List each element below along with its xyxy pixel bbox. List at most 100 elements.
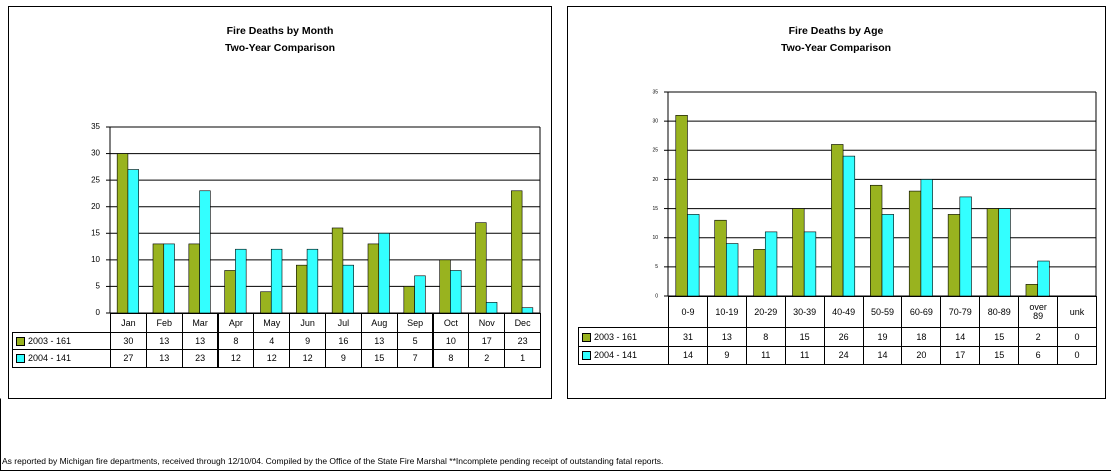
y-tick-label: 15 xyxy=(91,228,100,237)
category-label: Jan xyxy=(110,313,147,333)
legend-item: 2003 - 161 xyxy=(12,332,111,350)
bar xyxy=(163,243,175,314)
y-tick-label: 0 xyxy=(655,293,658,299)
table-value: 14 xyxy=(862,346,903,365)
category-label: 10-19 xyxy=(706,296,747,328)
table-value: 4 xyxy=(253,332,291,350)
legend-label: 2004 - 141 xyxy=(28,353,72,363)
bar xyxy=(959,196,972,297)
table-value: 0 xyxy=(1057,346,1097,365)
bar xyxy=(521,307,534,314)
table-value: 27 xyxy=(110,349,147,368)
category-label: Apr xyxy=(217,313,255,333)
category-label: 70-79 xyxy=(940,296,981,328)
table-value: 26 xyxy=(823,327,864,347)
table-value: 8 xyxy=(432,349,470,368)
bar xyxy=(687,214,700,297)
bar xyxy=(947,214,961,297)
bar xyxy=(714,219,727,297)
table-value: 9 xyxy=(706,346,747,365)
table-value: 6 xyxy=(1018,346,1059,365)
bar xyxy=(511,190,523,314)
bar xyxy=(842,155,856,297)
bar xyxy=(260,291,272,314)
bar xyxy=(831,144,844,297)
y-tick-label: 0 xyxy=(96,308,101,317)
category-label: 60-69 xyxy=(901,296,942,328)
category-label: Aug xyxy=(360,313,398,333)
bar xyxy=(803,231,817,297)
bar xyxy=(439,259,451,314)
table-value: 13 xyxy=(360,332,398,350)
bar xyxy=(753,249,766,297)
y-tick-label: 20 xyxy=(91,202,100,211)
y-tick-label: 35 xyxy=(91,122,100,131)
table-value: 15 xyxy=(360,349,398,368)
legend-label: 2003 - 161 xyxy=(594,331,638,342)
chart-subtitle: Two-Year Comparison xyxy=(225,42,335,54)
chart-title: Fire Deaths by Age xyxy=(789,25,884,37)
table-value: 13 xyxy=(706,327,747,347)
bar xyxy=(270,248,283,314)
bar xyxy=(127,169,139,314)
table-value: 15 xyxy=(979,346,1020,365)
category-label: 0-9 xyxy=(668,296,708,328)
table-value: 11 xyxy=(784,346,825,365)
bar xyxy=(306,248,319,314)
bar xyxy=(1037,260,1050,297)
category-label: Sep xyxy=(396,313,434,333)
y-tick-label: 30 xyxy=(91,149,100,158)
bar xyxy=(986,208,1000,297)
bar xyxy=(764,231,778,297)
table-value: 9 xyxy=(289,332,326,350)
legend-label: 2004 - 141 xyxy=(594,350,638,360)
footer: As reported by Michigan fire departments… xyxy=(2,456,664,466)
table-value: 17 xyxy=(468,332,506,350)
legend-swatch xyxy=(16,336,25,346)
panel-frame xyxy=(8,6,552,399)
category-label: unk xyxy=(1057,296,1097,328)
bar xyxy=(342,264,354,314)
table-value: 23 xyxy=(181,349,219,368)
table-value: 15 xyxy=(979,327,1020,347)
y-tick-label: 20 xyxy=(652,177,658,183)
table-value: 17 xyxy=(940,346,981,365)
legend-item: 2004 - 141 xyxy=(578,346,669,365)
bar xyxy=(367,243,380,314)
y-tick-label: 25 xyxy=(91,175,100,184)
table-value: 12 xyxy=(289,349,326,368)
table-value: 8 xyxy=(217,332,255,350)
table-value: 7 xyxy=(396,349,434,368)
table-value: 2 xyxy=(1018,327,1059,347)
bar xyxy=(199,190,211,314)
table-value: 20 xyxy=(901,346,942,365)
y-tick-label: 25 xyxy=(652,148,658,154)
y-tick-label: 15 xyxy=(652,206,658,212)
panel-frame xyxy=(567,6,1106,399)
bar xyxy=(881,214,894,297)
category-label: Mar xyxy=(181,313,219,333)
page-frame xyxy=(0,398,1111,471)
category-label: 40-49 xyxy=(823,296,864,328)
table-value: 13 xyxy=(145,332,183,350)
table-value: 23 xyxy=(504,332,541,350)
bar xyxy=(188,243,200,314)
category-label: 80-89 xyxy=(979,296,1020,328)
category-label: Jul xyxy=(325,313,362,333)
legend-item: 2004 - 141 xyxy=(12,349,111,368)
y-tick-label: 10 xyxy=(652,235,658,241)
table-value: 30 xyxy=(110,332,147,350)
table-value: 14 xyxy=(940,327,981,347)
table-value: 10 xyxy=(432,332,470,350)
table-value: 2 xyxy=(468,349,506,368)
bar xyxy=(403,286,415,314)
table-value: 9 xyxy=(325,349,362,368)
bar xyxy=(485,302,498,314)
bar xyxy=(414,275,426,314)
table-value: 5 xyxy=(396,332,434,350)
bar xyxy=(1025,284,1038,297)
category-label: Oct xyxy=(432,313,470,333)
category-label: May xyxy=(253,313,291,333)
